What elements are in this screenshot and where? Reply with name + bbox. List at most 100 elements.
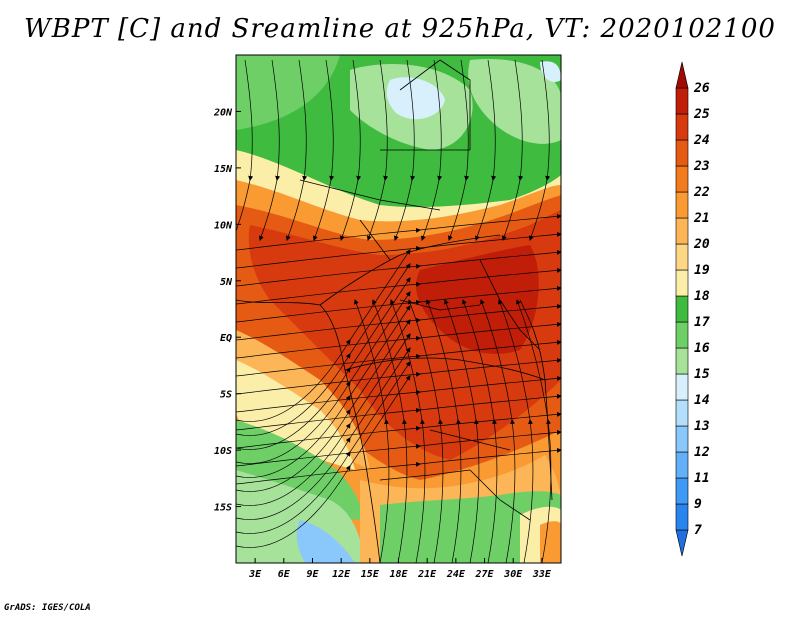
colorbar-swatch: [675, 165, 689, 193]
colorbar-swatch: [675, 113, 689, 141]
lon-tick-label: 21E: [417, 569, 437, 580]
fill-nw-green: [236, 55, 340, 130]
border-line: [319, 234, 501, 306]
colorbar-swatch: [675, 295, 689, 323]
lon-tick-label: 12E: [332, 569, 351, 580]
streamline: [236, 267, 561, 305]
colorbar-swatch: [675, 399, 689, 427]
lat-tick-label: 10N: [214, 220, 233, 231]
country-borders: [236, 59, 553, 563]
colorbar-swatch: [675, 191, 689, 219]
colorbar-label: 24: [693, 133, 710, 148]
streamline: [501, 59, 524, 241]
colorbar-swatch: [675, 321, 689, 349]
lat-tick-label: 20N: [213, 107, 233, 118]
colorbar-swatch: [675, 269, 689, 297]
lon-tick-label: 15E: [361, 569, 380, 580]
streamline: [258, 59, 281, 241]
border-line: [469, 469, 531, 521]
fill-sw-blue: [296, 520, 355, 563]
border-line: [299, 179, 441, 211]
colorbar-swatch: [675, 217, 689, 245]
lon-tick-label: 30E: [503, 569, 523, 580]
streamline: [236, 59, 254, 241]
lon-tick-label: 27E: [474, 569, 494, 580]
fill-south-green: [380, 491, 561, 563]
colorbar-label: 12: [694, 445, 710, 460]
colorbar-label: 20: [693, 237, 710, 252]
streamline: [393, 59, 416, 241]
streamline: [339, 59, 362, 241]
colorbar-label: 16: [694, 341, 710, 356]
border-line: [236, 299, 381, 563]
lat-tick-label: EQ: [220, 333, 232, 344]
colorbar-label: 19: [694, 263, 710, 278]
streamline: [474, 59, 497, 241]
lat-tick-label: 5N: [220, 277, 233, 288]
lon-tick-label: 6E: [278, 569, 291, 580]
longitude-axis: 3E 6E 9E 12E 15E 18E 21E 24E 27E 30E 33E: [248, 558, 552, 580]
border-line: [399, 299, 481, 311]
colorbar-triangle-low: [675, 529, 689, 557]
latitude-axis: 20N 15N 10N 5N EQ 5S 10S 15S: [213, 107, 241, 514]
colorbar-label: 18: [694, 289, 710, 304]
colorbar-label: 23: [693, 159, 710, 174]
fill-sahara-pale: [386, 77, 445, 120]
colorbar-label: 17: [694, 315, 710, 330]
streamline: [236, 447, 561, 485]
fill-atlantic-yellow: [236, 360, 355, 470]
border-line: [479, 259, 541, 351]
colorbar-swatch: [675, 425, 689, 453]
streamlines: [236, 59, 561, 563]
streamline: [528, 59, 551, 241]
lat-tick-label: 15S: [214, 503, 232, 514]
colorbar-label: 13: [694, 419, 710, 434]
colorbar-label: 21: [693, 211, 710, 226]
lon-tick-label: 18E: [389, 569, 408, 580]
lat-tick-label: 15N: [214, 164, 233, 175]
colorbar-label: 14: [694, 393, 710, 408]
colorbar-swatch: [675, 87, 689, 115]
colorbar-triangle-high: [675, 61, 689, 89]
colorbar-swatch: [675, 347, 689, 375]
border-line: [519, 299, 553, 501]
colorbar-label: 22: [693, 185, 710, 200]
streamline: [312, 59, 335, 241]
lon-tick-label: 33E: [532, 569, 552, 580]
colorbar-swatch: [675, 451, 689, 479]
colorbar-label: 26: [693, 81, 710, 96]
streamline: [420, 59, 443, 241]
streamline: [366, 59, 389, 241]
colorbar-label: 9: [694, 497, 702, 512]
border-line: [359, 219, 391, 261]
colorbar-swatch: [675, 139, 689, 167]
border-line: [439, 59, 471, 150]
colorbar-swatch: [675, 477, 689, 505]
fill-ne-pale: [540, 61, 561, 82]
border-line: [379, 469, 471, 481]
colorbar-swatch: [675, 503, 689, 531]
streamline: [447, 59, 470, 241]
streamline: [236, 249, 561, 287]
fill-nile-light: [468, 59, 561, 144]
lat-tick-label: 5S: [220, 390, 232, 401]
lon-tick-label: 3E: [248, 569, 262, 580]
colorbar-label: 11: [694, 471, 710, 486]
streamline: [236, 429, 561, 467]
border-line: [344, 357, 546, 381]
streamline: [285, 59, 308, 241]
colorbar-label: 25: [693, 107, 710, 122]
border-line: [399, 59, 441, 91]
lat-tick-label: 10S: [214, 446, 232, 457]
border-line: [429, 429, 511, 451]
colorbar-swatch: [675, 243, 689, 271]
grads-credit: GrADS: IGES/COLA: [4, 603, 91, 613]
colorbar-label: 7: [694, 523, 702, 538]
colorbar-label: 15: [694, 367, 710, 382]
map-title: WBPT [C] and Sreamline at 925hPa, VT: 20…: [24, 14, 776, 44]
colorbar: 7 9 11 12 13 14 15 16 17 18 19 20 21 22 23 24 25 26: [675, 61, 710, 557]
fill-se-orange: [540, 521, 561, 563]
lon-tick-label: 24E: [446, 569, 466, 580]
lon-tick-label: 9E: [306, 569, 319, 580]
